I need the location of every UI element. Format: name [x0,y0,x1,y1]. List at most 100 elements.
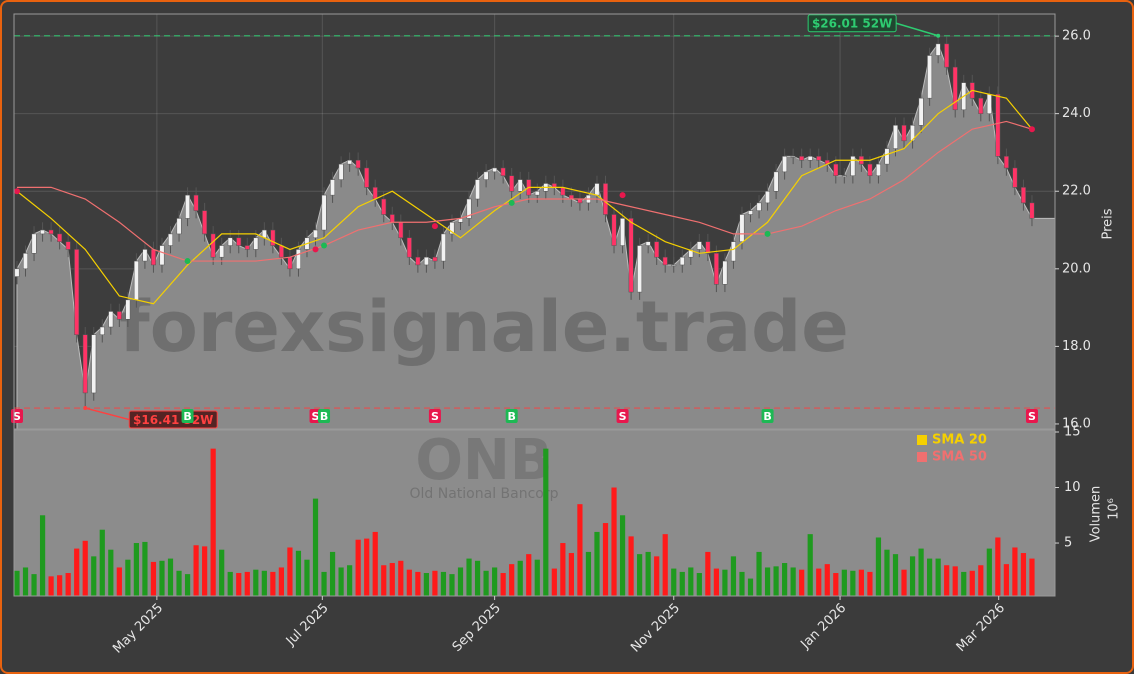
legend-swatch [917,435,927,445]
volume-bar [645,551,651,596]
candle-body [756,202,762,211]
candle-body [1020,187,1026,204]
volume-bar [688,567,694,596]
candle-body [790,156,796,158]
volume-plot-border [13,429,1056,597]
volume-bar [253,569,259,596]
annotation-arrow [85,407,130,421]
x-tick-label: May 2025 [110,601,166,657]
volume-bar [466,558,472,596]
volume-bar [918,548,924,596]
x-tick-label: Jan 2026 [798,601,850,653]
volume-bar [568,553,574,596]
volume-bar [833,573,839,596]
signal-label: S [312,410,320,423]
candle-body [423,256,429,266]
candle-body [389,214,395,223]
volume-bar [841,569,847,596]
volume-bar [619,515,626,596]
candle-body [910,125,916,142]
signal-dot [184,258,191,265]
annotation-point [83,406,88,411]
candle-body [509,175,515,192]
volume-bar [270,571,276,596]
volume-bar [543,448,549,596]
volume-bar [304,559,310,596]
signal-label: B [507,410,515,423]
candle-body [492,167,498,173]
candle-body [679,256,685,266]
signal-label: B [763,410,771,423]
volume-bar [671,568,677,596]
signal-marker [1025,409,1038,423]
volume-bar [696,573,702,596]
candle-body [995,94,1001,157]
annotation-point [936,33,941,38]
volume-bar [193,545,199,596]
volume-bar [585,551,592,596]
candle-body [833,163,839,176]
candle-body [466,198,472,219]
signal-dot [508,199,515,206]
volume-bar [355,539,361,596]
candle-body [253,237,259,250]
candle-body [816,156,822,161]
candle-body [151,249,156,266]
volume-bar [440,571,447,596]
company-watermark: Old National Bancorp [410,486,559,502]
signal-dot [1028,126,1035,133]
y-tick-label: 22.0 [1062,184,1091,199]
candle-body [287,256,293,270]
volume-bar [347,565,353,596]
candle-body [108,311,114,328]
volume-bar [875,537,882,596]
volume-bar [91,556,97,596]
candle-body [372,187,378,200]
volume-bar [594,531,600,596]
candle-body [628,218,634,293]
candle-body [278,245,284,258]
volume-bar [602,523,609,596]
annotation-box-tint [129,411,218,429]
candle-body [82,334,88,394]
volume-bar [611,487,617,596]
volume-bar [654,556,660,596]
volume-bar [526,554,532,596]
signal-marker [616,409,629,423]
annotation-box [807,14,897,33]
volume-bar [415,571,421,596]
candle-body [500,167,506,176]
candle-body [594,183,600,196]
candle-body [1003,156,1009,169]
volume-bar [65,573,71,596]
price-plot-border [13,13,1056,430]
volume-axis-label: Volumen [1089,486,1104,543]
candle-body [475,179,481,200]
volume-bar [423,573,429,596]
volume-bar [133,543,139,596]
y-tick-label: 5 [1064,536,1072,551]
candle-body [867,163,873,176]
candle-body [944,43,950,68]
candle-body [40,229,46,235]
volume-bar [901,569,907,596]
volume-bar [705,551,711,596]
candle-body [765,190,771,204]
candle-body [807,156,813,161]
volume-bar [534,559,540,596]
candle-body [440,233,446,262]
volume-bar [244,571,250,596]
candle-body [91,334,97,394]
volume-bar [457,567,464,596]
volume-bar [952,566,958,596]
volume-bar [142,541,148,596]
volume-bar [884,549,890,596]
volume-bar [850,570,856,596]
annotation-label: $26.01 52W [812,17,892,31]
volume-bar [756,551,762,596]
candle-body [722,260,728,285]
volume-bar [176,570,182,596]
volume-bar [483,570,489,596]
volume-bar [14,570,20,596]
signal-marker [181,409,194,423]
